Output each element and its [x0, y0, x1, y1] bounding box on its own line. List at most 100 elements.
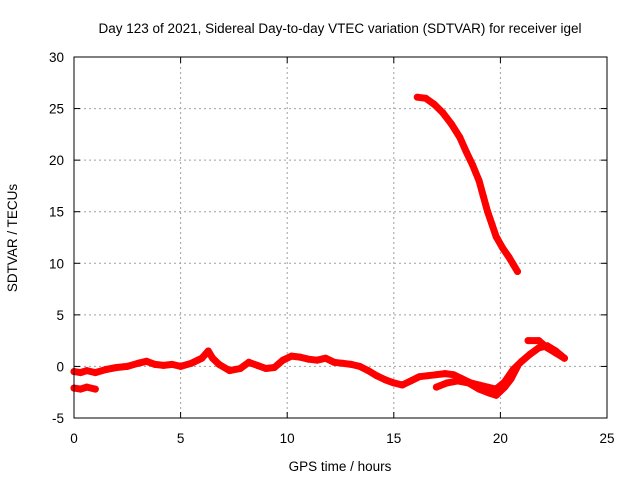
data-point — [204, 347, 212, 355]
data-point — [443, 379, 451, 387]
data-point — [177, 362, 185, 370]
x-tick-label: 15 — [386, 431, 401, 446]
data-point — [236, 365, 244, 372]
ticks: 0 5 10 15 20 25 -5 0 5 10 15 20 25 30 — [49, 50, 615, 446]
data-point — [226, 367, 234, 375]
data-point — [492, 391, 500, 399]
x-tick-label: 20 — [493, 431, 508, 446]
data-point — [447, 120, 455, 128]
data-point — [134, 359, 142, 367]
data-point — [526, 350, 534, 358]
y-tick-label: 15 — [49, 205, 64, 220]
data-point — [552, 349, 560, 357]
data-point — [456, 134, 464, 141]
data-point — [432, 371, 440, 379]
data-point — [484, 208, 492, 216]
data-point — [415, 373, 423, 381]
data-point — [560, 354, 568, 362]
data-point — [322, 354, 330, 362]
data-point — [91, 385, 99, 393]
data-point — [356, 362, 364, 370]
data-point — [524, 337, 532, 345]
data-point — [398, 381, 406, 389]
data-point — [313, 356, 321, 364]
plot-frame — [73, 56, 608, 419]
data-point — [76, 385, 84, 393]
data-point — [364, 367, 372, 375]
data-point — [413, 93, 421, 101]
data-point — [296, 353, 304, 361]
data-point — [441, 370, 449, 378]
data-point — [83, 383, 91, 391]
data-point — [535, 337, 543, 345]
data-point — [424, 372, 432, 380]
data-point — [330, 358, 338, 366]
data-point — [198, 354, 206, 362]
series-1 — [432, 362, 521, 399]
data-point — [407, 377, 415, 385]
data-point — [422, 94, 430, 102]
data-point — [76, 369, 84, 377]
series-4 — [413, 93, 521, 275]
data-series — [70, 93, 568, 399]
data-point — [390, 379, 398, 387]
data-point — [501, 383, 509, 391]
y-tick-label: 30 — [49, 50, 64, 65]
data-point — [215, 360, 223, 368]
data-point — [143, 357, 150, 365]
series-line — [70, 342, 568, 393]
data-point — [262, 365, 270, 372]
data-point — [507, 375, 515, 383]
data-point — [505, 253, 513, 261]
data-point — [245, 358, 253, 366]
data-point — [253, 361, 261, 369]
data-point — [432, 383, 440, 391]
y-tick-label: 25 — [49, 102, 64, 117]
data-point — [454, 377, 462, 385]
data-point — [492, 233, 500, 240]
data-point — [488, 220, 496, 228]
data-point — [347, 360, 355, 368]
data-point — [305, 355, 312, 363]
data-point — [430, 100, 438, 108]
data-point — [381, 376, 389, 384]
x-axis-label: GPS time / hours — [289, 459, 392, 474]
y-tick-label: 5 — [56, 308, 64, 323]
chart-title: Day 123 of 2021, Sidereal Day-to-day VTE… — [99, 21, 582, 36]
x-tick-label: 5 — [177, 431, 185, 446]
y-tick-label: -5 — [52, 411, 64, 426]
data-point — [102, 366, 110, 373]
series-line — [432, 362, 521, 399]
data-point — [279, 356, 287, 364]
data-point — [270, 364, 278, 371]
data-point — [83, 367, 91, 375]
data-point — [151, 360, 159, 368]
data-point — [160, 361, 167, 369]
data-point — [509, 260, 517, 268]
x-tick-label: 25 — [599, 431, 614, 446]
data-point — [450, 371, 457, 379]
y-tick-label: 10 — [49, 256, 64, 271]
data-point — [439, 109, 447, 117]
data-point — [469, 161, 477, 169]
data-point — [464, 379, 472, 387]
data-point — [373, 372, 381, 380]
data-point — [288, 352, 295, 360]
data-point — [514, 268, 521, 275]
series-3 — [70, 383, 99, 393]
data-point — [543, 344, 551, 352]
series-2 — [524, 337, 568, 362]
data-point — [113, 364, 121, 371]
x-tick-label: 0 — [70, 431, 78, 446]
data-point — [209, 354, 217, 362]
data-point — [168, 360, 176, 368]
data-point — [518, 357, 526, 365]
y-tick-label: 20 — [49, 153, 64, 168]
data-point — [475, 385, 483, 393]
data-point — [462, 148, 470, 156]
y-axis-label: SDTVAR / TECUs — [5, 184, 20, 293]
y-tick-label: 0 — [56, 359, 64, 374]
data-point — [123, 362, 131, 370]
data-point — [479, 192, 487, 200]
